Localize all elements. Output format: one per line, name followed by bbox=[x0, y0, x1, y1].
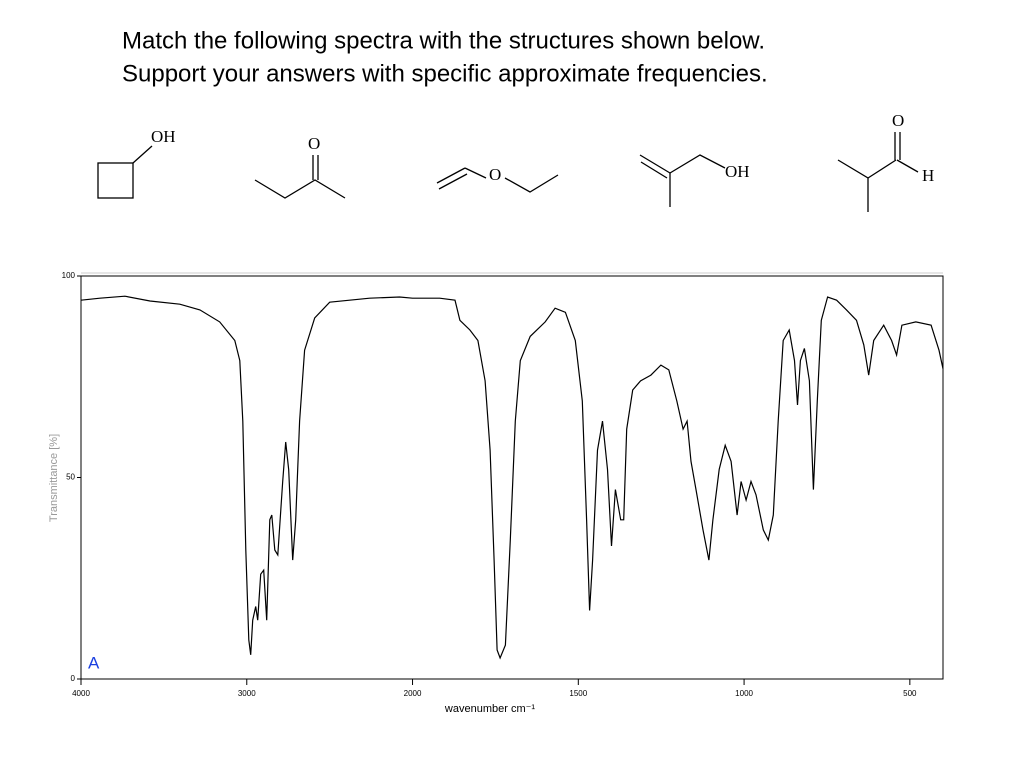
bond bbox=[254, 179, 346, 199]
spectrum-line bbox=[80, 295, 944, 660]
bond bbox=[132, 145, 153, 164]
atom-label: OH bbox=[725, 162, 750, 181]
question-line: Match the following spectra with the str… bbox=[122, 27, 765, 54]
bond bbox=[669, 154, 726, 174]
x-tick-label: 3000 bbox=[238, 689, 256, 698]
x-tick-label: 4000 bbox=[72, 689, 90, 698]
bond bbox=[837, 159, 869, 212]
question-line: Support your answers with specific appro… bbox=[122, 60, 768, 87]
atom-label: H bbox=[922, 166, 934, 185]
structures: OH O O OH O H bbox=[97, 111, 934, 212]
bond bbox=[436, 167, 466, 184]
annotation: A bbox=[88, 653, 100, 672]
bond bbox=[97, 162, 134, 199]
y-axis-label: Transmittance [%] bbox=[48, 434, 60, 522]
bond bbox=[438, 173, 468, 190]
atom-label: OH bbox=[151, 127, 176, 146]
bond bbox=[896, 159, 919, 173]
atom-label: O bbox=[892, 111, 904, 130]
x-tick-label: 500 bbox=[903, 689, 917, 698]
atom-label: O bbox=[308, 134, 320, 153]
bond bbox=[640, 161, 668, 179]
x-tick-label: 1000 bbox=[735, 689, 753, 698]
x-axis-label: wavenumber cm⁻¹ bbox=[444, 703, 536, 715]
y-tick-label: 0 bbox=[71, 674, 76, 683]
bond bbox=[464, 167, 487, 179]
bond bbox=[867, 159, 897, 179]
y-tick-label: 100 bbox=[62, 271, 76, 280]
atom-label: O bbox=[489, 165, 501, 184]
x-tick-label: 1500 bbox=[569, 689, 587, 698]
y-tick-label: 50 bbox=[66, 473, 75, 482]
bond bbox=[639, 154, 671, 174]
bond bbox=[504, 174, 559, 193]
x-tick-label: 2000 bbox=[404, 689, 422, 698]
